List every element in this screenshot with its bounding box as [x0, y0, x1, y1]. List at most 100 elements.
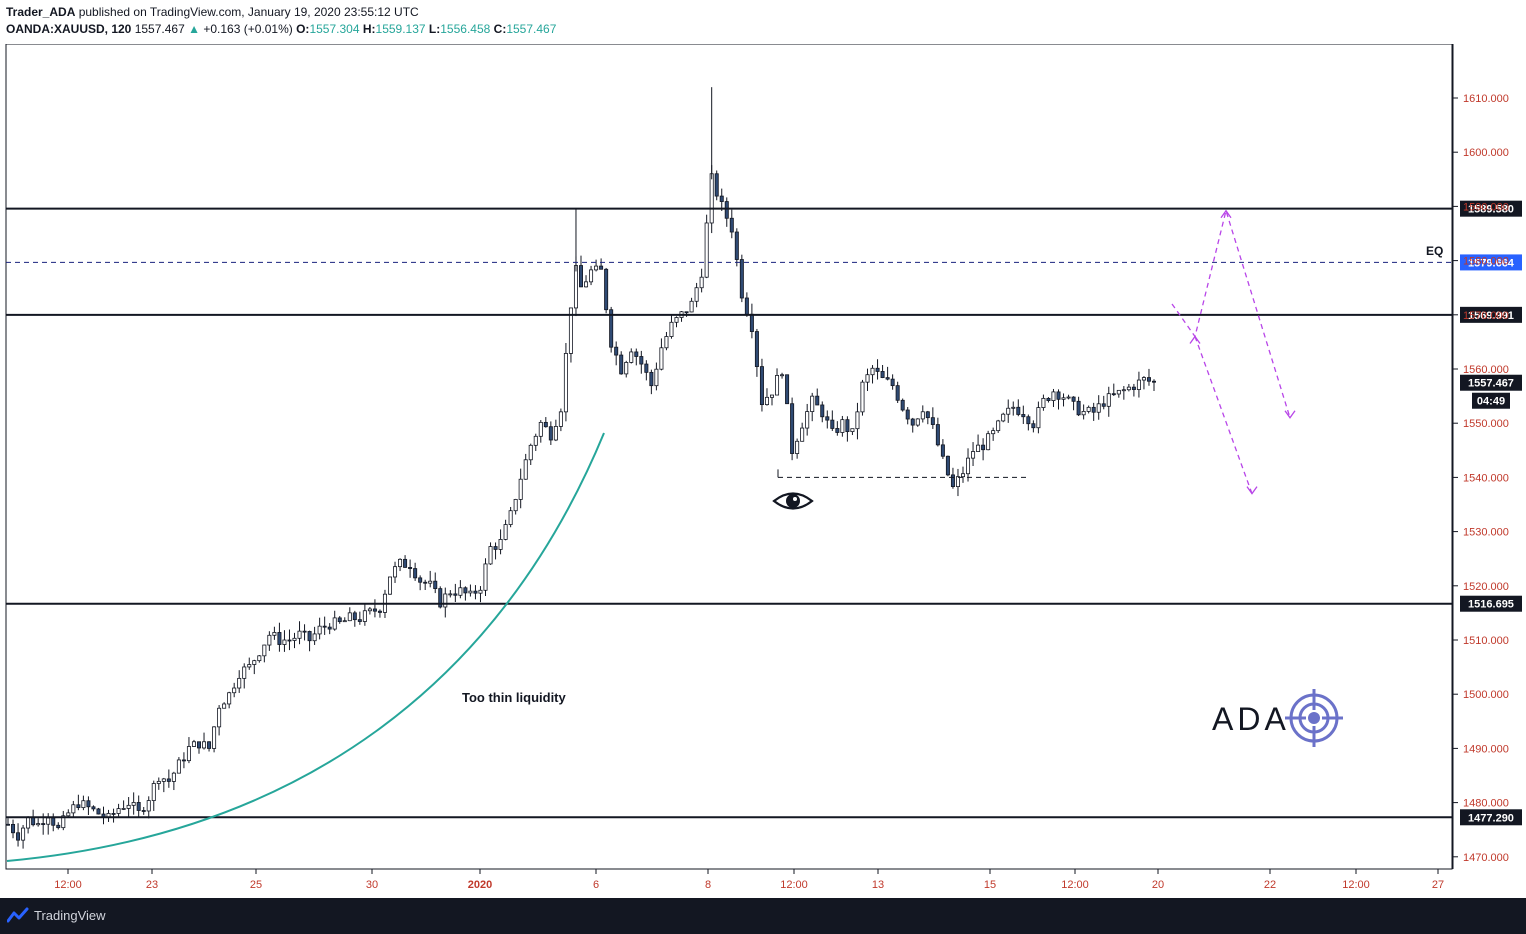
- candle: [458, 580, 463, 599]
- candle: [463, 586, 468, 601]
- candle: [1001, 412, 1006, 423]
- candle: [639, 350, 644, 374]
- projection-path[interactable]: [1171, 208, 1291, 418]
- candle: [66, 809, 71, 818]
- candle: [191, 739, 196, 747]
- candle: [252, 659, 257, 675]
- current-price-label: 1557.467: [1468, 378, 1514, 390]
- y-tick-label: 1570.000: [1463, 310, 1509, 322]
- candle: [820, 401, 825, 423]
- candle: [1026, 414, 1031, 431]
- candle: [242, 663, 247, 689]
- close-label: C:: [493, 22, 507, 36]
- candle: [966, 448, 971, 482]
- candle: [443, 587, 448, 618]
- candle: [483, 558, 488, 596]
- candle: [579, 255, 584, 288]
- x-tick-label: 12:00: [54, 879, 82, 891]
- watermark-text: ADA: [1212, 701, 1290, 737]
- candle: [398, 558, 403, 572]
- low-value: 1556.458: [440, 22, 491, 36]
- candle: [232, 682, 237, 698]
- candle: [568, 307, 573, 363]
- candle: [307, 630, 312, 652]
- candle: [423, 579, 428, 590]
- candle: [1061, 393, 1066, 407]
- candle: [996, 419, 1001, 433]
- candle: [408, 559, 413, 578]
- candle: [76, 794, 81, 811]
- candle: [448, 590, 453, 598]
- price-chart[interactable]: 1589.580 1579.664 1569.991 1516.695 1477.290…: [0, 44, 1526, 899]
- candle: [156, 777, 161, 790]
- parabolic-curve[interactable]: [6, 432, 605, 862]
- candle: [855, 402, 860, 440]
- x-tick-label: 20: [1152, 879, 1164, 891]
- level-price-label: 1579.664: [1468, 257, 1515, 269]
- candle: [176, 757, 181, 774]
- symbol-label[interactable]: OANDA:XAUUSD, 120: [6, 22, 132, 36]
- chart-area[interactable]: 1589.580 1579.664 1569.991 1516.695 1477.290…: [0, 44, 1526, 899]
- candle: [533, 433, 538, 451]
- candles-group: [6, 87, 1157, 849]
- candle: [830, 410, 835, 431]
- candle: [1091, 402, 1096, 421]
- candle: [659, 338, 664, 371]
- candle: [202, 732, 207, 750]
- candle: [56, 822, 61, 830]
- candle: [815, 388, 820, 406]
- candle: [518, 468, 523, 509]
- y-tick-label: 1560.000: [1463, 364, 1509, 376]
- level-price-label: 1569.991: [1468, 310, 1514, 322]
- candle: [1141, 376, 1146, 390]
- author-name[interactable]: Trader_ADA: [6, 5, 76, 19]
- candle: [810, 392, 815, 422]
- candle: [950, 467, 955, 489]
- candle: [136, 795, 141, 817]
- candle: [357, 611, 362, 625]
- candle: [212, 726, 217, 753]
- candle: [1031, 420, 1036, 433]
- open-value: 1557.304: [309, 22, 360, 36]
- candle: [272, 626, 277, 640]
- candle: [96, 807, 101, 815]
- candle: [282, 630, 287, 652]
- y-tick-label: 1470.000: [1463, 852, 1509, 864]
- candle: [6, 818, 11, 826]
- candle: [719, 188, 724, 211]
- eye-icon: [772, 492, 814, 510]
- candle: [961, 466, 966, 483]
- candle: [880, 364, 885, 379]
- candle: [1016, 399, 1021, 417]
- candle: [629, 348, 634, 364]
- chart-header: Trader_ADA published on TradingView.com,…: [0, 0, 1526, 44]
- candle: [1041, 394, 1046, 411]
- projection-path[interactable]: [1194, 336, 1253, 494]
- candle: [403, 555, 408, 568]
- candle: [287, 629, 292, 651]
- brand-name[interactable]: TradingView: [34, 908, 106, 923]
- candle: [161, 777, 166, 793]
- candle: [971, 442, 976, 467]
- y-tick-label: 1500.000: [1463, 689, 1509, 701]
- change-arrow-icon: ▲: [188, 22, 200, 36]
- liquidity-annotation[interactable]: Too thin liquidity: [462, 690, 567, 705]
- countdown-label: 04:49: [1477, 396, 1505, 408]
- candle: [372, 599, 377, 618]
- candle: [222, 702, 227, 709]
- candle: [800, 422, 805, 442]
- candle: [352, 610, 357, 627]
- candle: [151, 780, 156, 811]
- candle: [1126, 383, 1131, 392]
- candle: [71, 800, 76, 817]
- level-price-label: 1589.580: [1468, 204, 1514, 216]
- candle: [850, 428, 855, 436]
- candle: [840, 415, 845, 437]
- tradingview-logo-icon[interactable]: [7, 907, 29, 923]
- time-axis: 12:00 23 25 30 2020 6 8 12:00 13 15 12:00 20 22 12:00…: [6, 868, 1452, 891]
- candle: [805, 403, 810, 436]
- candle: [111, 808, 116, 823]
- candle: [488, 542, 493, 565]
- candle: [196, 741, 201, 754]
- low-label: L:: [428, 22, 441, 36]
